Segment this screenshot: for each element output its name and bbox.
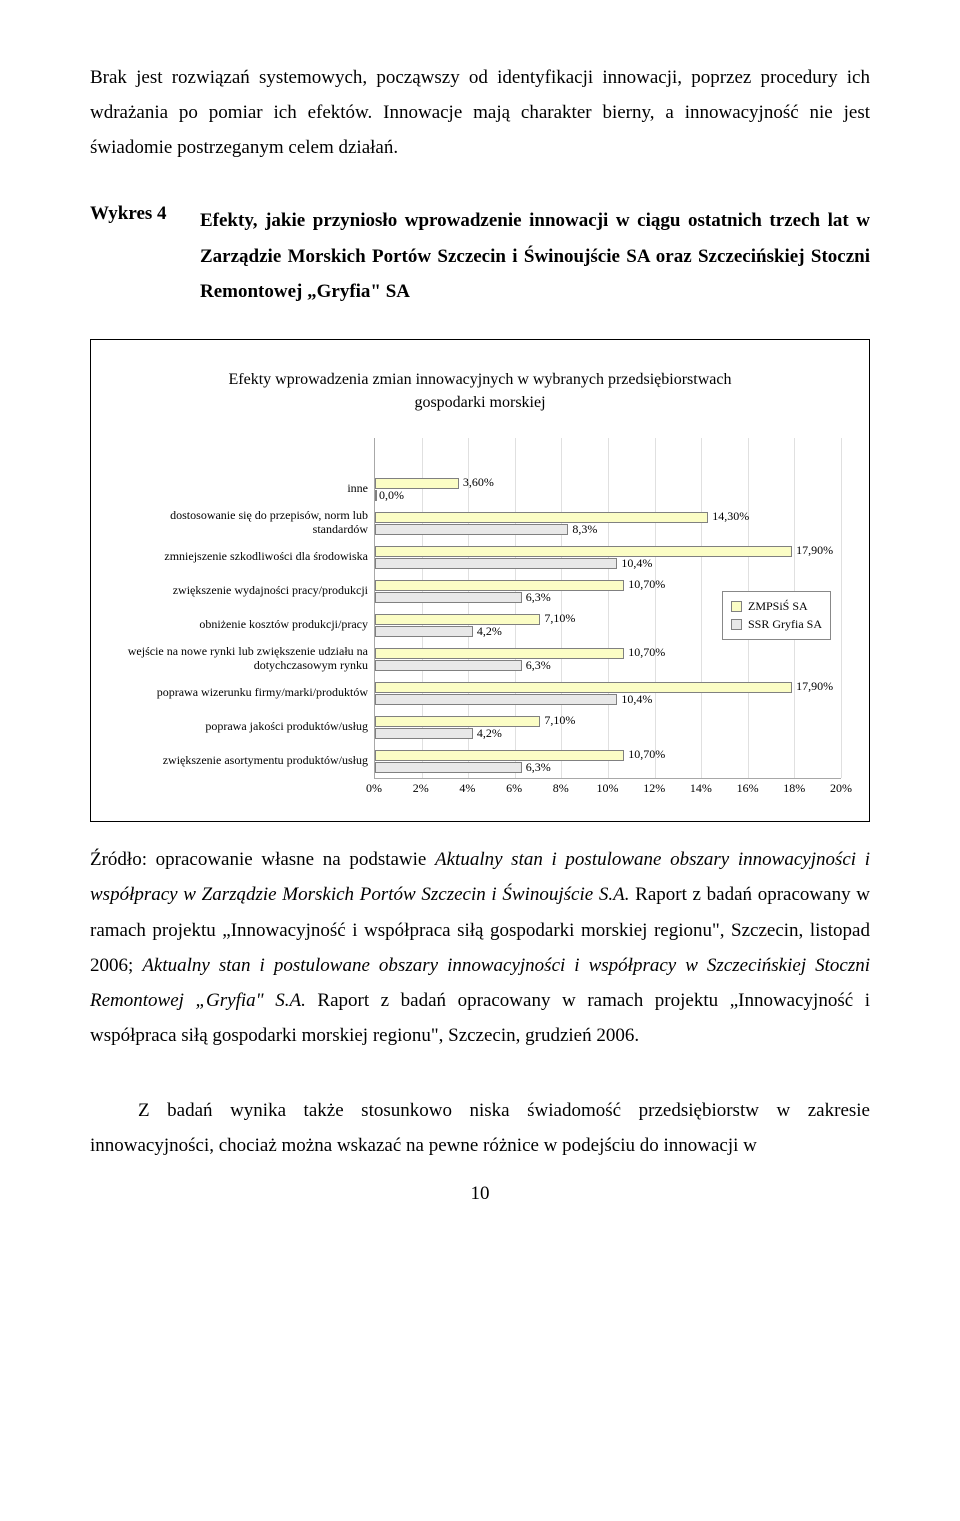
bar-series-b	[375, 524, 568, 535]
bar-series-a	[375, 750, 624, 761]
value-label-a: 10,70%	[628, 645, 665, 660]
bar-series-b	[375, 694, 617, 705]
source-p1: opracowanie własne na podstawie	[156, 849, 435, 870]
bar-series-a	[375, 580, 624, 591]
value-label-b: 8,3%	[572, 522, 597, 537]
value-label-a: 7,10%	[544, 713, 575, 728]
chart-row: 17,90% 10,4%	[375, 676, 841, 710]
figure-label: Wykres 4	[90, 203, 200, 225]
xtick: 16%	[737, 781, 759, 796]
legend-swatch-b	[731, 619, 742, 630]
bar-series-b	[375, 762, 522, 773]
bar-series-b	[375, 558, 617, 569]
chart-row-label: zmniejszenie szkodliwości dla środowiska	[119, 540, 374, 574]
xtick: 20%	[830, 781, 852, 796]
value-label-b: 10,4%	[621, 556, 652, 571]
value-label-a: 7,10%	[544, 611, 575, 626]
bar-series-b	[375, 728, 473, 739]
value-label-a: 17,90%	[796, 543, 833, 558]
bar-series-a	[375, 682, 792, 693]
intro-paragraph: Brak jest rozwiązań systemowych, począws…	[90, 60, 870, 165]
xtick: 12%	[643, 781, 665, 796]
chart-row-label: dostosowanie się do przepisów, norm lub …	[119, 506, 374, 540]
chart-heading-l1: Efekty wprowadzenia zmian innowacyjnych …	[229, 371, 732, 388]
bar-series-a	[375, 512, 708, 523]
chart-row-label: inne	[119, 472, 374, 506]
xtick: 14%	[690, 781, 712, 796]
chart-row-label: obniżenie kosztów produkcji/pracy	[119, 608, 374, 642]
value-label-b: 4,2%	[477, 624, 502, 639]
chart-row-label: wejście na nowe rynki lub zwiększenie ud…	[119, 642, 374, 676]
value-label-b: 4,2%	[477, 726, 502, 741]
chart-row: 14,30% 8,3%	[375, 506, 841, 540]
source-paragraph: Źródło: opracowanie własne na podstawie …	[90, 842, 870, 1053]
legend-swatch-a	[731, 601, 742, 612]
xtick: 0%	[366, 781, 382, 796]
chart-row-label: poprawa wizerunku firmy/marki/produktów	[119, 676, 374, 710]
legend-label-a: ZMPSiŚ SA	[748, 599, 808, 614]
value-label-b: 6,3%	[526, 590, 551, 605]
chart-row: 10,70% 6,3%	[375, 744, 841, 778]
legend-label-b: SSR Gryfia SA	[748, 617, 822, 632]
value-label-a: 3,60%	[463, 475, 494, 490]
bar-series-b	[375, 592, 522, 603]
closing-paragraph: Z badań wynika także stosunkowo niska św…	[90, 1093, 870, 1163]
chart-row-label: zwiększenie wydajności pracy/produkcji	[119, 574, 374, 608]
value-label-a: 10,70%	[628, 747, 665, 762]
bar-series-a	[375, 614, 540, 625]
xtick: 6%	[506, 781, 522, 796]
xtick: 18%	[783, 781, 805, 796]
xtick: 8%	[553, 781, 569, 796]
xtick: 2%	[413, 781, 429, 796]
bar-series-b	[375, 490, 377, 501]
chart-row: 7,10% 4,2%	[375, 710, 841, 744]
xtick: 10%	[597, 781, 619, 796]
chart-xaxis: 0%2%4%6%8%10%12%14%16%18%20%	[374, 779, 841, 799]
bar-series-b	[375, 626, 473, 637]
figure-title: Efekty, jakie przyniosło wprowadzenie in…	[200, 203, 870, 308]
chart-row-label: poprawa jakości produktów/usług	[119, 710, 374, 744]
page-number: 10	[90, 1183, 870, 1205]
source-lead: Źródło:	[90, 849, 156, 870]
chart-row: 3,60% 0,0%	[375, 472, 841, 506]
chart-plot-area: ZMPSiŚ SA SSR Gryfia SA 3,60% 0,0% 14,30% 8…	[374, 438, 841, 779]
value-label-a: 14,30%	[712, 509, 749, 524]
chart-category-labels: innedostosowanie się do przepisów, norm …	[119, 438, 374, 778]
value-label-a: 17,90%	[796, 679, 833, 694]
chart-legend: ZMPSiŚ SA SSR Gryfia SA	[722, 591, 831, 640]
value-label-a: 10,70%	[628, 577, 665, 592]
bar-series-b	[375, 660, 522, 671]
chart-row: 17,90% 10,4%	[375, 540, 841, 574]
xtick: 4%	[459, 781, 475, 796]
bar-series-a	[375, 546, 792, 557]
bar-series-a	[375, 716, 540, 727]
value-label-b: 0,0%	[379, 488, 404, 503]
chart-heading: Efekty wprowadzenia zmian innowacyjnych …	[119, 368, 841, 414]
bar-series-a	[375, 648, 624, 659]
chart-heading-l2: gospodarki morskiej	[414, 394, 545, 411]
chart-frame: Efekty wprowadzenia zmian innowacyjnych …	[90, 339, 870, 822]
chart-row-label: zwiększenie asortymentu produktów/usług	[119, 744, 374, 778]
value-label-b: 6,3%	[526, 760, 551, 775]
value-label-b: 6,3%	[526, 658, 551, 673]
chart-row: 10,70% 6,3%	[375, 642, 841, 676]
value-label-b: 10,4%	[621, 692, 652, 707]
